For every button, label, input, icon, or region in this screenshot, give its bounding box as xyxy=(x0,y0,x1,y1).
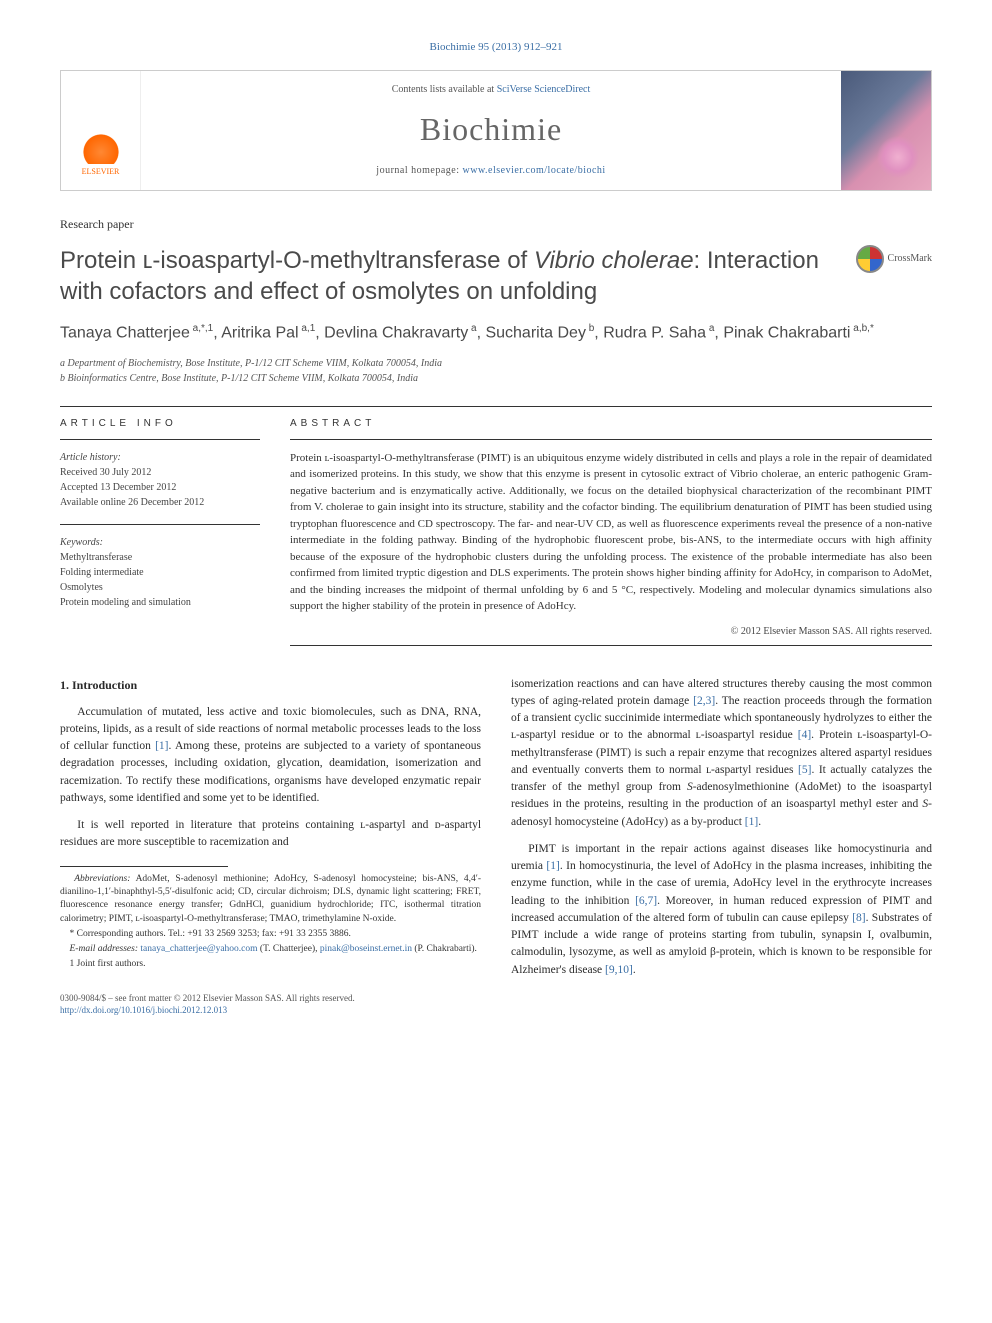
history-received: Received 30 July 2012 xyxy=(60,465,260,480)
citation-line: Biochimie 95 (2013) 912–921 xyxy=(60,40,932,55)
history-label: Article history: xyxy=(60,450,260,465)
body-left-column: 1. Introduction Accumulation of mutated,… xyxy=(60,676,481,1017)
ref-1c[interactable]: [1] xyxy=(546,860,559,872)
affiliations: a Department of Biochemistry, Bose Insti… xyxy=(60,356,932,386)
header-center: Contents lists available at SciVerse Sci… xyxy=(141,71,841,190)
journal-home-line: journal homepage: www.elsevier.com/locat… xyxy=(151,164,831,178)
elsevier-logo: ELSEVIER xyxy=(71,120,131,180)
ref-2-3[interactable]: [2,3] xyxy=(693,695,715,707)
sciencedirect-link[interactable]: SciVerse ScienceDirect xyxy=(497,84,591,95)
crossmark-label: CrossMark xyxy=(888,252,932,266)
contents-line: Contents lists available at SciVerse Sci… xyxy=(151,83,831,97)
cover-spine-label: BIOCHIMIE xyxy=(827,104,840,170)
ref-5[interactable]: [5] xyxy=(798,764,811,776)
authors-line: Tanaya Chatterjee a,*,1, Aritrika Pal a,… xyxy=(60,321,932,345)
doi-link[interactable]: http://dx.doi.org/10.1016/j.biochi.2012.… xyxy=(60,1005,227,1015)
cover-flower-image xyxy=(873,132,923,182)
history-online: Available online 26 December 2012 xyxy=(60,495,260,510)
journal-name: Biochimie xyxy=(151,107,831,152)
footnotes: Abbreviations: AdoMet, S-adenosyl methio… xyxy=(60,873,481,972)
article-info-heading: ARTICLE INFO xyxy=(60,407,260,440)
abstract-heading: ABSTRACT xyxy=(290,407,932,440)
affiliation-b: b Bioinformatics Centre, Bose Institute,… xyxy=(60,371,932,386)
keyword-1: Methyltransferase xyxy=(60,550,260,565)
keyword-2: Folding intermediate xyxy=(60,565,260,580)
ref-4[interactable]: [4] xyxy=(798,729,811,741)
ref-1b[interactable]: [1] xyxy=(745,816,758,828)
keyword-3: Osmolytes xyxy=(60,580,260,595)
email-footnote: E-mail addresses: tanaya_chatterjee@yaho… xyxy=(60,943,481,956)
joint-authors-footnote: 1 Joint first authors. xyxy=(60,958,481,971)
publisher-logo-block: ELSEVIER xyxy=(61,71,141,190)
ref-1[interactable]: [1] xyxy=(155,740,168,752)
keywords-label: Keywords: xyxy=(60,535,260,550)
intro-p1: Accumulation of mutated, less active and… xyxy=(60,704,481,808)
ref-9-10[interactable]: [9,10] xyxy=(605,964,633,976)
abstract-column: ABSTRACT Protein ʟ-isoaspartyl-O-methylt… xyxy=(290,407,932,646)
footnote-rule xyxy=(60,866,228,867)
journal-home-link[interactable]: www.elsevier.com/locate/biochi xyxy=(463,165,606,176)
contents-prefix: Contents lists available at xyxy=(392,84,497,95)
ref-6-7[interactable]: [6,7] xyxy=(635,895,657,907)
email-link-2[interactable]: pinak@boseinst.ernet.in xyxy=(320,944,412,954)
keywords-block: Keywords: Methyltransferase Folding inte… xyxy=(60,535,260,610)
journal-header: ELSEVIER Contents lists available at Sci… xyxy=(60,70,932,191)
corresponding-footnote: * Corresponding authors. Tel.: +91 33 25… xyxy=(60,928,481,941)
intro-p2: It is well reported in literature that p… xyxy=(60,817,481,852)
email-link-1[interactable]: tanaya_chatterjee@yahoo.com xyxy=(140,944,257,954)
abbreviations-footnote: Abbreviations: AdoMet, S-adenosyl methio… xyxy=(60,873,481,926)
article-history-block: Article history: Received 30 July 2012 A… xyxy=(60,450,260,510)
elsevier-tree-icon xyxy=(81,124,121,164)
abstract-text: Protein ʟ-isoaspartyl-O-methyltransferas… xyxy=(290,450,932,615)
issn-line: 0300-9084/$ – see front matter © 2012 El… xyxy=(60,992,481,1005)
intro-p4: PIMT is important in the repair actions … xyxy=(511,841,932,979)
history-accepted: Accepted 13 December 2012 xyxy=(60,480,260,495)
crossmark-icon xyxy=(856,245,884,273)
journal-cover-thumb: BIOCHIMIE xyxy=(841,71,931,190)
ref-8[interactable]: [8] xyxy=(852,912,865,924)
body-right-column: isomerization reactions and can have alt… xyxy=(511,676,932,1017)
intro-p3: isomerization reactions and can have alt… xyxy=(511,676,932,831)
intro-heading: 1. Introduction xyxy=(60,676,481,694)
abstract-copyright: © 2012 Elsevier Masson SAS. All rights r… xyxy=(290,625,932,639)
article-type: Research paper xyxy=(60,216,932,233)
publisher-name: ELSEVIER xyxy=(82,166,120,177)
affiliation-a: a Department of Biochemistry, Bose Insti… xyxy=(60,356,932,371)
journal-home-prefix: journal homepage: xyxy=(376,165,462,176)
article-info-column: ARTICLE INFO Article history: Received 3… xyxy=(60,407,260,646)
keyword-4: Protein modeling and simulation xyxy=(60,595,260,610)
article-title: Protein ʟ-isoaspartyl-O-methyltransferas… xyxy=(60,245,836,307)
crossmark-badge[interactable]: CrossMark xyxy=(856,245,932,273)
bottom-bar: 0300-9084/$ – see front matter © 2012 El… xyxy=(60,992,481,1017)
